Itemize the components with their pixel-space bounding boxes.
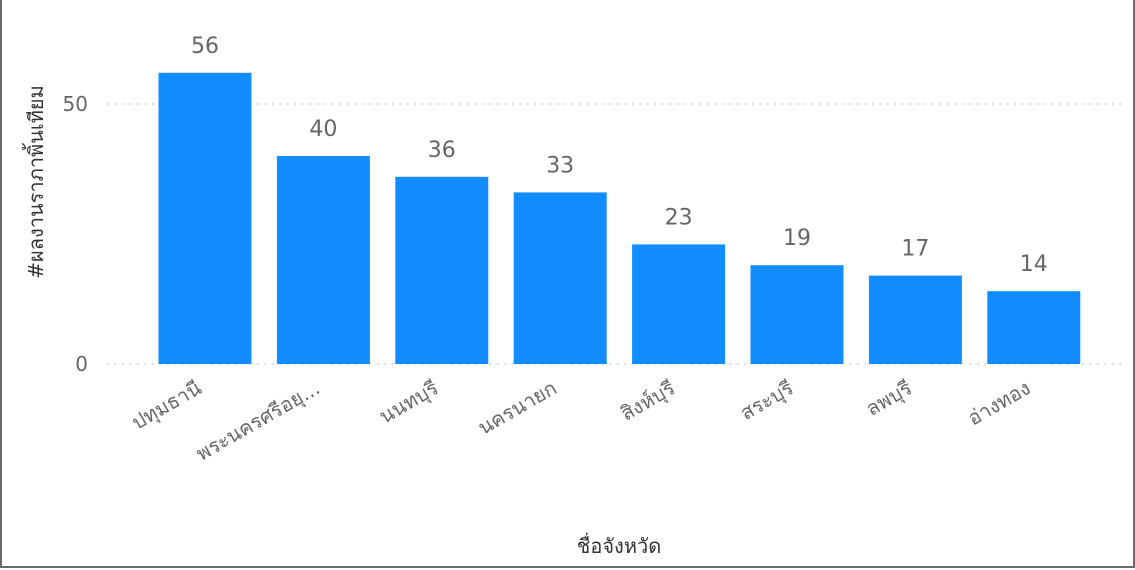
x-tick-label: สระบุรี: [736, 375, 798, 425]
data-label: 19: [783, 226, 811, 251]
x-tick-label: พระนครศรีอยุ...: [192, 376, 325, 467]
bar[interactable]: [513, 192, 607, 364]
bar[interactable]: [987, 291, 1081, 364]
y-tick-label: 0: [75, 352, 88, 376]
data-label: 56: [191, 34, 219, 59]
y-axis-ticks: 0 50: [63, 92, 88, 376]
bar[interactable]: [750, 265, 844, 364]
x-tick-label: ลพบุรี: [862, 375, 917, 421]
x-tick-label: สิงห์บุรี: [616, 375, 679, 426]
x-tick-label: อ่างทอง: [963, 376, 1034, 431]
data-labels: 56 40 36 33 23 19 17 14: [191, 34, 1048, 277]
x-axis-ticks: ปทุมธานีพระนครศรีอยุ... นนทบุรี นครนายก สิง…: [128, 375, 1035, 466]
data-label: 23: [665, 205, 693, 230]
bars: [158, 72, 1081, 365]
y-axis-title: #ผลงานราภาพิ้นเทียม: [22, 85, 48, 279]
gridlines: [107, 103, 1127, 365]
y-tick-label: 50: [63, 92, 88, 116]
x-tick-label: ปทุมธานี: [128, 375, 207, 435]
bar[interactable]: [276, 156, 370, 364]
x-tick-label: นนทบุรี: [375, 375, 443, 429]
bar[interactable]: [868, 275, 962, 364]
data-label: 33: [546, 153, 574, 178]
x-tick-label: นครนายก: [474, 376, 561, 440]
data-label: 14: [1020, 252, 1048, 277]
x-axis-title: ชื่อจังหวัด: [577, 532, 661, 558]
bar[interactable]: [632, 244, 726, 364]
data-label: 40: [309, 117, 337, 142]
bar[interactable]: [395, 176, 489, 364]
bar[interactable]: [158, 72, 252, 365]
data-label: 17: [901, 237, 929, 262]
data-label: 36: [428, 138, 456, 163]
